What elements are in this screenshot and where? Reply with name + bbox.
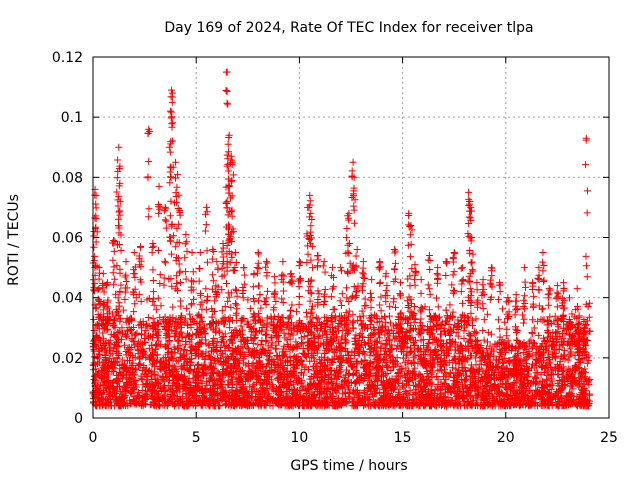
data-point — [247, 305, 254, 312]
data-point — [315, 315, 322, 322]
data-point — [256, 291, 263, 298]
data-point — [306, 358, 313, 365]
data-point — [586, 300, 593, 307]
data-point — [484, 311, 491, 318]
data-point — [313, 314, 320, 321]
data-point — [111, 317, 118, 324]
data-point — [178, 314, 185, 321]
chart-title: Day 169 of 2024, Rate Of TEC Index for r… — [164, 20, 533, 36]
data-point — [145, 314, 152, 321]
data-point — [386, 303, 393, 310]
data-point — [120, 307, 127, 314]
data-point — [519, 311, 526, 318]
data-point — [254, 341, 261, 348]
data-point — [203, 306, 210, 313]
data-point — [329, 380, 336, 387]
data-point — [138, 331, 145, 338]
data-point — [386, 313, 393, 320]
data-point — [158, 302, 165, 309]
data-point — [425, 340, 432, 347]
data-point — [352, 332, 359, 339]
data-point — [219, 307, 226, 314]
data-point — [438, 343, 445, 350]
data-point — [561, 347, 568, 354]
data-point — [216, 328, 223, 335]
data-points — [90, 69, 594, 410]
data-point — [446, 301, 453, 308]
data-point — [376, 302, 383, 309]
data-point — [412, 352, 419, 359]
data-point — [94, 322, 101, 329]
data-point — [366, 352, 373, 359]
data-point — [249, 383, 256, 390]
data-point — [349, 311, 356, 318]
data-point — [239, 367, 246, 374]
data-point — [293, 308, 300, 315]
data-point — [531, 373, 538, 380]
data-point — [574, 285, 581, 292]
data-point — [211, 297, 218, 304]
data-point — [362, 296, 369, 303]
data-point — [448, 281, 455, 288]
data-point — [553, 330, 560, 337]
data-point — [565, 357, 572, 364]
data-point — [350, 318, 357, 325]
data-point — [339, 290, 346, 297]
data-point — [529, 361, 536, 368]
data-point — [272, 345, 279, 352]
data-point — [499, 305, 506, 312]
data-point — [526, 338, 533, 345]
data-point — [153, 341, 160, 348]
data-point — [485, 329, 492, 336]
data-point — [251, 298, 258, 305]
